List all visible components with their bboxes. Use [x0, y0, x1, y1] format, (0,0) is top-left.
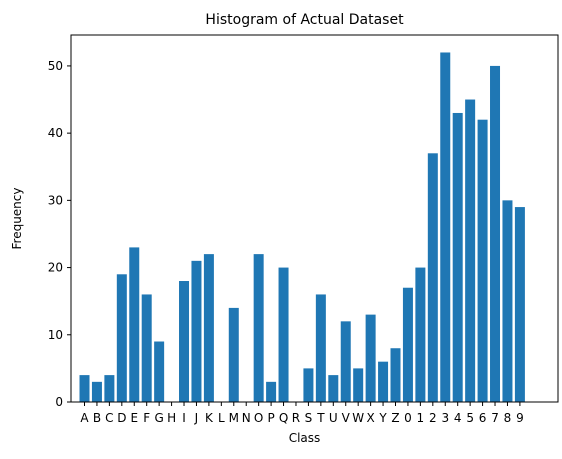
- x-tick-label-U: U: [329, 411, 338, 425]
- y-tick-label-40: 40: [48, 126, 63, 140]
- x-tick-label-4: 4: [454, 411, 462, 425]
- x-tick-label-M: M: [229, 411, 239, 425]
- bar-2: [427, 153, 438, 402]
- chart-title: Histogram of Actual Dataset: [205, 12, 404, 28]
- x-tick-label-V: V: [342, 411, 351, 425]
- x-tick-label-C: C: [105, 411, 113, 425]
- x-tick-label-2: 2: [429, 411, 437, 425]
- y-axis: 0 10 20 30 40 50: [48, 59, 71, 409]
- bar-U: [328, 375, 339, 402]
- bar-8: [502, 200, 513, 402]
- x-tick-label-6: 6: [479, 411, 487, 425]
- x-tick-label-X: X: [367, 411, 375, 425]
- x-tick-label-A: A: [80, 411, 89, 425]
- y-tick-label-50: 50: [48, 59, 63, 73]
- x-tick-label-O: O: [254, 411, 263, 425]
- bar-S: [303, 368, 314, 402]
- bar-4: [452, 112, 463, 402]
- y-tick-label-10: 10: [48, 328, 63, 342]
- x-tick-label-3: 3: [441, 411, 449, 425]
- bar-T: [315, 294, 326, 402]
- y-tick-label-20: 20: [48, 261, 63, 275]
- x-tick-label-W: W: [352, 411, 364, 425]
- x-tick-label-D: D: [117, 411, 126, 425]
- bars-group: [79, 52, 525, 403]
- bar-J: [191, 260, 202, 402]
- x-tick-label-J: J: [194, 411, 199, 425]
- bar-X: [365, 314, 376, 402]
- x-tick-label-H: H: [167, 411, 176, 425]
- bar-K: [203, 254, 214, 402]
- x-tick-label-Q: Q: [279, 411, 288, 425]
- bar-B: [91, 381, 102, 402]
- x-tick-label-1: 1: [417, 411, 425, 425]
- bar-I: [179, 281, 190, 402]
- x-tick-label-Z: Z: [391, 411, 399, 425]
- x-tick-label-S: S: [305, 411, 313, 425]
- bar-F: [141, 294, 152, 402]
- bar-A: [79, 375, 90, 402]
- bar-7: [490, 65, 501, 403]
- x-tick-label-I: I: [182, 411, 186, 425]
- x-tick-label-8: 8: [504, 411, 512, 425]
- x-tick-label-P: P: [267, 411, 274, 425]
- x-tick-label-0: 0: [404, 411, 412, 425]
- plot-frame: [70, 34, 559, 403]
- x-tick-label-L: L: [218, 411, 225, 425]
- x-tick-label-Y: Y: [378, 411, 387, 425]
- bar-Y: [378, 361, 389, 402]
- y-tick-label-30: 30: [48, 193, 63, 207]
- x-axis-label: Class: [289, 431, 321, 445]
- bar-V: [340, 321, 351, 402]
- bar-1: [415, 267, 426, 402]
- bar-0: [402, 287, 413, 402]
- bar-E: [129, 247, 140, 402]
- y-axis-label: Frequency: [10, 188, 24, 250]
- bar-Z: [390, 348, 401, 402]
- bar-O: [253, 254, 264, 402]
- bar-G: [154, 341, 165, 402]
- x-tick-label-G: G: [154, 411, 163, 425]
- bar-5: [465, 99, 476, 402]
- x-tick-label-T: T: [316, 411, 325, 425]
- x-tick-label-E: E: [130, 411, 138, 425]
- y-tick-label-0: 0: [55, 395, 63, 409]
- x-tick-label-F: F: [143, 411, 150, 425]
- bar-Q: [278, 267, 289, 402]
- x-tick-label-K: K: [205, 411, 214, 425]
- bar-D: [116, 274, 127, 402]
- bar-P: [266, 381, 277, 402]
- x-tick-label-B: B: [93, 411, 101, 425]
- x-tick-label-7: 7: [491, 411, 499, 425]
- bar-W: [353, 368, 364, 402]
- bar-M: [228, 307, 239, 402]
- x-tick-label-R: R: [292, 411, 300, 425]
- bar-6: [477, 119, 488, 402]
- x-tick-label-N: N: [242, 411, 251, 425]
- x-tick-label-9: 9: [516, 411, 524, 425]
- bar-3: [440, 52, 451, 402]
- bar-C: [104, 375, 115, 402]
- x-tick-label-5: 5: [466, 411, 474, 425]
- bar-9: [514, 207, 525, 402]
